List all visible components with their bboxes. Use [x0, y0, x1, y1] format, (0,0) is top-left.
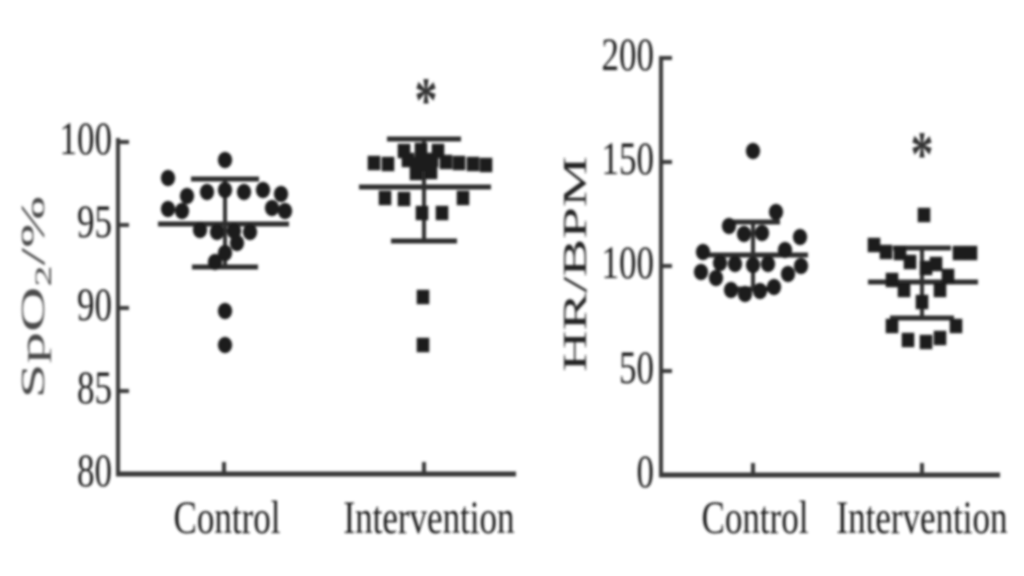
svg-text:Intervention: Intervention: [344, 491, 515, 543]
svg-text:Intervention: Intervention: [837, 491, 1008, 543]
svg-text:100: 100: [602, 236, 654, 288]
svg-text:*: *: [910, 120, 933, 191]
svg-text:80: 80: [77, 444, 112, 496]
svg-text:SpO2/%: SpO2/%: [14, 196, 57, 399]
svg-text:HR/BPM: HR/BPM: [556, 156, 594, 371]
svg-text:90: 90: [77, 278, 112, 330]
svg-text:150: 150: [602, 132, 654, 184]
svg-text:*: *: [414, 66, 437, 137]
svg-text:85: 85: [77, 361, 112, 413]
svg-text:95: 95: [77, 195, 112, 247]
svg-text:100: 100: [60, 112, 112, 164]
svg-text:Control: Control: [702, 491, 809, 543]
svg-text:Control: Control: [174, 491, 281, 543]
svg-text:200: 200: [602, 28, 654, 80]
svg-text:0: 0: [637, 445, 654, 497]
svg-text:50: 50: [619, 341, 654, 393]
